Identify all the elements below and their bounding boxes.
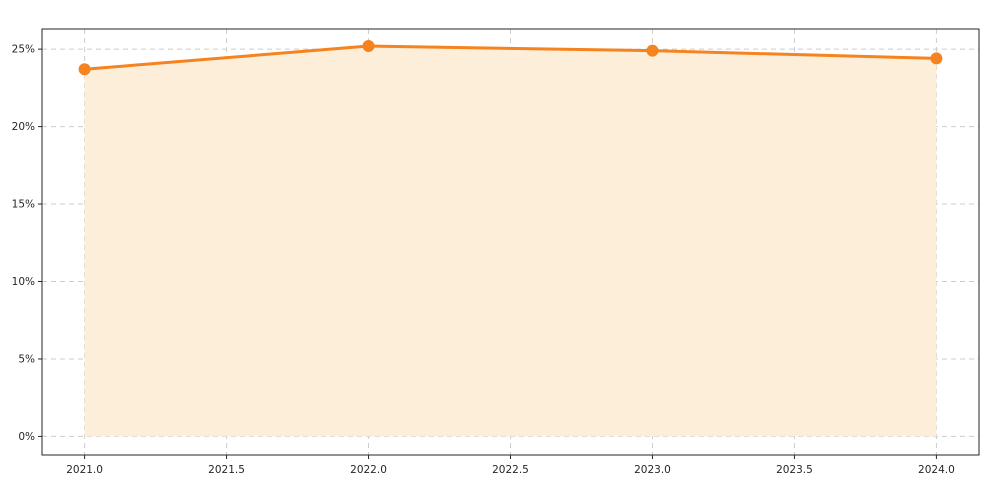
x-tick-label: 2022.5: [492, 464, 529, 476]
x-tick-label: 2024.0: [918, 464, 955, 476]
x-tick-label: 2021.5: [208, 464, 245, 476]
data-point-marker: [78, 63, 91, 76]
x-tick-label: 2022.0: [350, 464, 387, 476]
area-fill: [84, 46, 937, 437]
y-tick-label: 20%: [12, 121, 35, 133]
data-point-marker: [646, 44, 659, 57]
x-tick-label: 2021.0: [66, 464, 103, 476]
y-tick-label: 25%: [12, 44, 35, 56]
y-tick-label: 0%: [18, 431, 35, 443]
data-point-marker: [930, 52, 943, 65]
x-tick-label: 2023.5: [776, 464, 813, 476]
data-point-marker: [362, 40, 375, 53]
trend-line: [83, 44, 938, 71]
y-tick-label: 10%: [12, 276, 35, 288]
y-tick-label: 5%: [18, 353, 35, 365]
x-tick-label: 2023.0: [634, 464, 671, 476]
y-tick-label: 15%: [12, 199, 35, 211]
